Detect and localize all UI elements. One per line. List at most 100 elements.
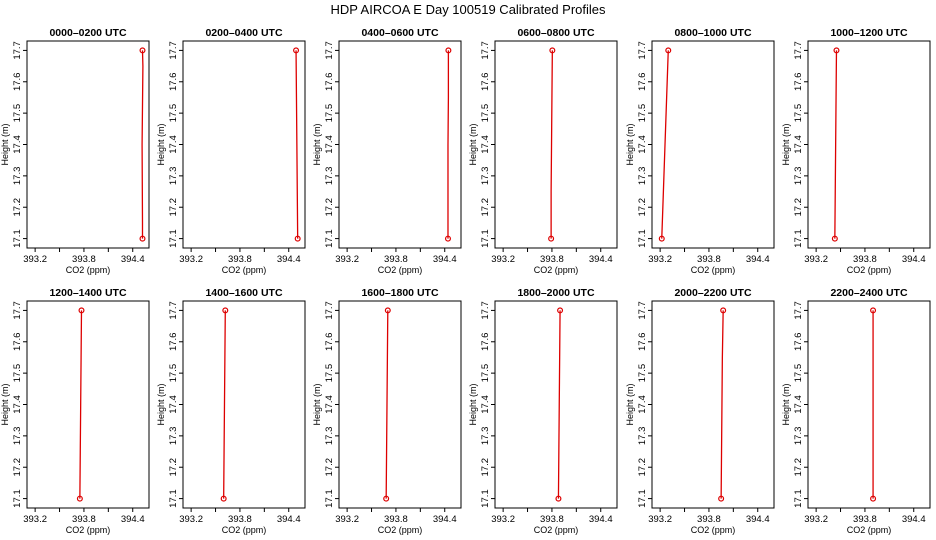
y-axis-label: Height (m)	[625, 383, 635, 425]
panel-title: 1000–1200 UTC	[830, 27, 907, 39]
x-tick-label: 394.4	[121, 514, 145, 525]
y-tick-label: 17.3	[12, 167, 23, 186]
x-tick-label: 393.8	[72, 254, 96, 265]
panel-title: 0400–0600 UTC	[361, 27, 438, 39]
panel-title: 1200–1400 UTC	[49, 287, 126, 299]
y-tick-label: 17.4	[168, 135, 179, 154]
y-tick-label: 17.6	[793, 333, 804, 352]
panel-11: 2000–2200 UTC 393.2 393.8 394.4 17.1 17.2 17.3…	[625, 287, 775, 535]
y-tick-label: 17.3	[168, 427, 179, 446]
profile-endpoint	[831, 235, 838, 242]
y-tick-label: 17.5	[793, 104, 804, 123]
y-tick-label: 17.1	[637, 489, 648, 508]
profile-endpoint	[220, 495, 227, 502]
plot-frame	[338, 40, 462, 249]
y-tick-label: 17.5	[168, 104, 179, 123]
y-tick-label: 17.7	[793, 301, 804, 320]
y-tick-label: 17.7	[12, 301, 23, 320]
profile-endpoint	[555, 495, 562, 502]
plot-frame	[182, 40, 306, 249]
y-tick-label: 17.3	[793, 167, 804, 186]
y-tick-label: 17.4	[168, 395, 179, 414]
y-tick-label: 17.2	[324, 458, 335, 477]
y-tick-label: 17.1	[637, 229, 648, 248]
profile-endpoint	[548, 235, 555, 242]
y-tick-label: 17.7	[637, 301, 648, 320]
x-tick-label: 394.4	[433, 254, 457, 265]
y-tick-label: 17.6	[793, 73, 804, 92]
y-axis-label: Height (m)	[0, 123, 10, 165]
profile-endpoint	[870, 307, 877, 314]
panel-title: 1800–2000 UTC	[517, 287, 594, 299]
y-tick-label: 17.6	[168, 73, 179, 92]
x-tick-label: 394.4	[902, 514, 926, 525]
y-axis-label: Height (m)	[156, 383, 166, 425]
y-tick-label: 17.6	[480, 333, 491, 352]
y-tick-label: 17.3	[637, 167, 648, 186]
profile-endpoint	[293, 47, 300, 54]
y-tick-label: 17.5	[168, 364, 179, 383]
x-axis-label: CO2 (ppm)	[691, 525, 736, 535]
x-tick-label: 393.8	[697, 514, 721, 525]
y-tick-label: 17.6	[324, 333, 335, 352]
panel-title: 1600–1800 UTC	[361, 287, 438, 299]
panel-title: 2200–2400 UTC	[830, 287, 907, 299]
x-axis-label: CO2 (ppm)	[66, 265, 111, 275]
x-tick-label: 393.2	[648, 514, 672, 525]
plot-frame	[494, 300, 618, 509]
x-axis-label: CO2 (ppm)	[847, 525, 892, 535]
panel-7: 1200–1400 UTC 393.2 393.8 394.4 17.1 17.2 17.3…	[0, 287, 150, 535]
y-tick-label: 17.6	[12, 73, 23, 92]
y-tick-label: 17.3	[324, 167, 335, 186]
panel-5: 0800–1000 UTC 393.2 393.8 394.4 17.1 17.2 17.3…	[625, 27, 775, 275]
x-tick-label: 393.8	[697, 254, 721, 265]
y-tick-label: 17.7	[324, 301, 335, 320]
y-tick-label: 17.2	[793, 458, 804, 477]
x-tick-label: 393.2	[335, 254, 359, 265]
panel-2: 0200–0400 UTC 393.2 393.8 394.4 17.1 17.2 17.3…	[156, 27, 306, 275]
x-tick-label: 393.2	[804, 254, 828, 265]
profile-endpoint	[383, 495, 390, 502]
x-axis-label: CO2 (ppm)	[222, 525, 267, 535]
y-tick-label: 17.2	[168, 458, 179, 477]
y-tick-label: 17.3	[793, 427, 804, 446]
plot-frame	[26, 300, 150, 509]
y-tick-label: 17.1	[12, 229, 23, 248]
plot-frame	[182, 300, 306, 509]
y-tick-label: 17.1	[480, 229, 491, 248]
y-tick-label: 17.7	[168, 301, 179, 320]
y-tick-label: 17.4	[324, 395, 335, 414]
profile-line	[385, 310, 389, 499]
profile-line	[223, 310, 226, 499]
y-tick-label: 17.4	[480, 395, 491, 414]
y-tick-label: 17.4	[637, 135, 648, 154]
y-tick-label: 17.6	[168, 333, 179, 352]
y-tick-label: 17.5	[480, 104, 491, 123]
profile-endpoint	[444, 235, 451, 242]
y-tick-label: 17.3	[324, 427, 335, 446]
y-tick-label: 17.5	[637, 364, 648, 383]
x-tick-label: 393.8	[384, 514, 408, 525]
profile-endpoint	[139, 47, 146, 54]
panel-title: 0200–0400 UTC	[205, 27, 282, 39]
x-tick-label: 394.4	[433, 514, 457, 525]
y-tick-label: 17.3	[637, 427, 648, 446]
profile-endpoint	[658, 235, 665, 242]
y-tick-label: 17.5	[324, 104, 335, 123]
profile-endpoint	[139, 235, 146, 242]
y-tick-label: 17.7	[12, 41, 23, 60]
x-axis-label: CO2 (ppm)	[534, 265, 579, 275]
x-tick-label: 394.4	[589, 254, 613, 265]
y-tick-label: 17.5	[793, 364, 804, 383]
profile-endpoint	[384, 307, 391, 314]
y-axis-label: Height (m)	[0, 383, 10, 425]
y-tick-label: 17.6	[12, 333, 23, 352]
y-tick-label: 17.7	[793, 41, 804, 60]
x-tick-label: 393.2	[179, 514, 203, 525]
y-tick-label: 17.3	[480, 167, 491, 186]
y-tick-label: 17.2	[793, 198, 804, 217]
y-axis-label: Height (m)	[625, 123, 635, 165]
profile-endpoint	[870, 495, 877, 502]
x-tick-label: 394.4	[277, 514, 301, 525]
y-axis-label: Height (m)	[781, 383, 791, 425]
